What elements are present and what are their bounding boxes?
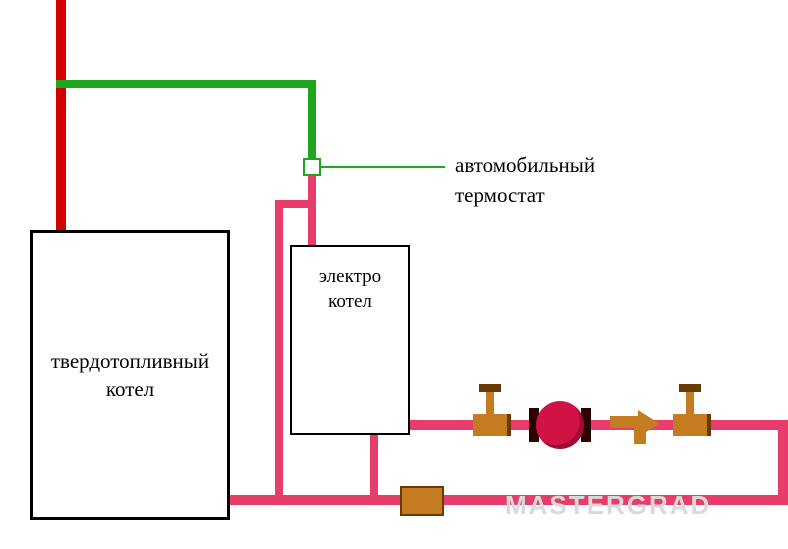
pipe-pink-therm-down: [308, 175, 316, 247]
ball-valve-left-handle: [479, 384, 501, 392]
ball-valve-left-body: [473, 414, 511, 436]
bottom-fitting: [400, 486, 444, 516]
pump-body: [536, 401, 584, 449]
thermostat-callout-line: [321, 166, 445, 168]
solid-fuel-boiler: твердотопливный котел: [30, 230, 230, 520]
pipe-bypass-horizontal: [56, 80, 316, 88]
ball-valve-left-stem: [486, 392, 494, 414]
thermostat-label: автомобильный термостат: [455, 150, 595, 210]
ball-valve-right-handle: [679, 384, 701, 392]
pipe-pink-left-down: [275, 200, 283, 500]
ball-valve-right-stem: [686, 392, 694, 414]
electric-boiler-label: электро котел: [319, 265, 381, 314]
thermostat: [303, 158, 321, 176]
pipe-supply-vertical: [56, 0, 66, 230]
solid-fuel-boiler-label: твердотопливный котел: [51, 347, 209, 404]
ball-valve-right-body: [673, 414, 711, 436]
pipe-bypass-vertical: [308, 80, 316, 162]
check-valve: [610, 410, 660, 444]
electric-boiler: электро котел: [290, 245, 410, 435]
check-valve-shape: [610, 410, 660, 444]
pipe-pink-right-v: [778, 420, 788, 505]
